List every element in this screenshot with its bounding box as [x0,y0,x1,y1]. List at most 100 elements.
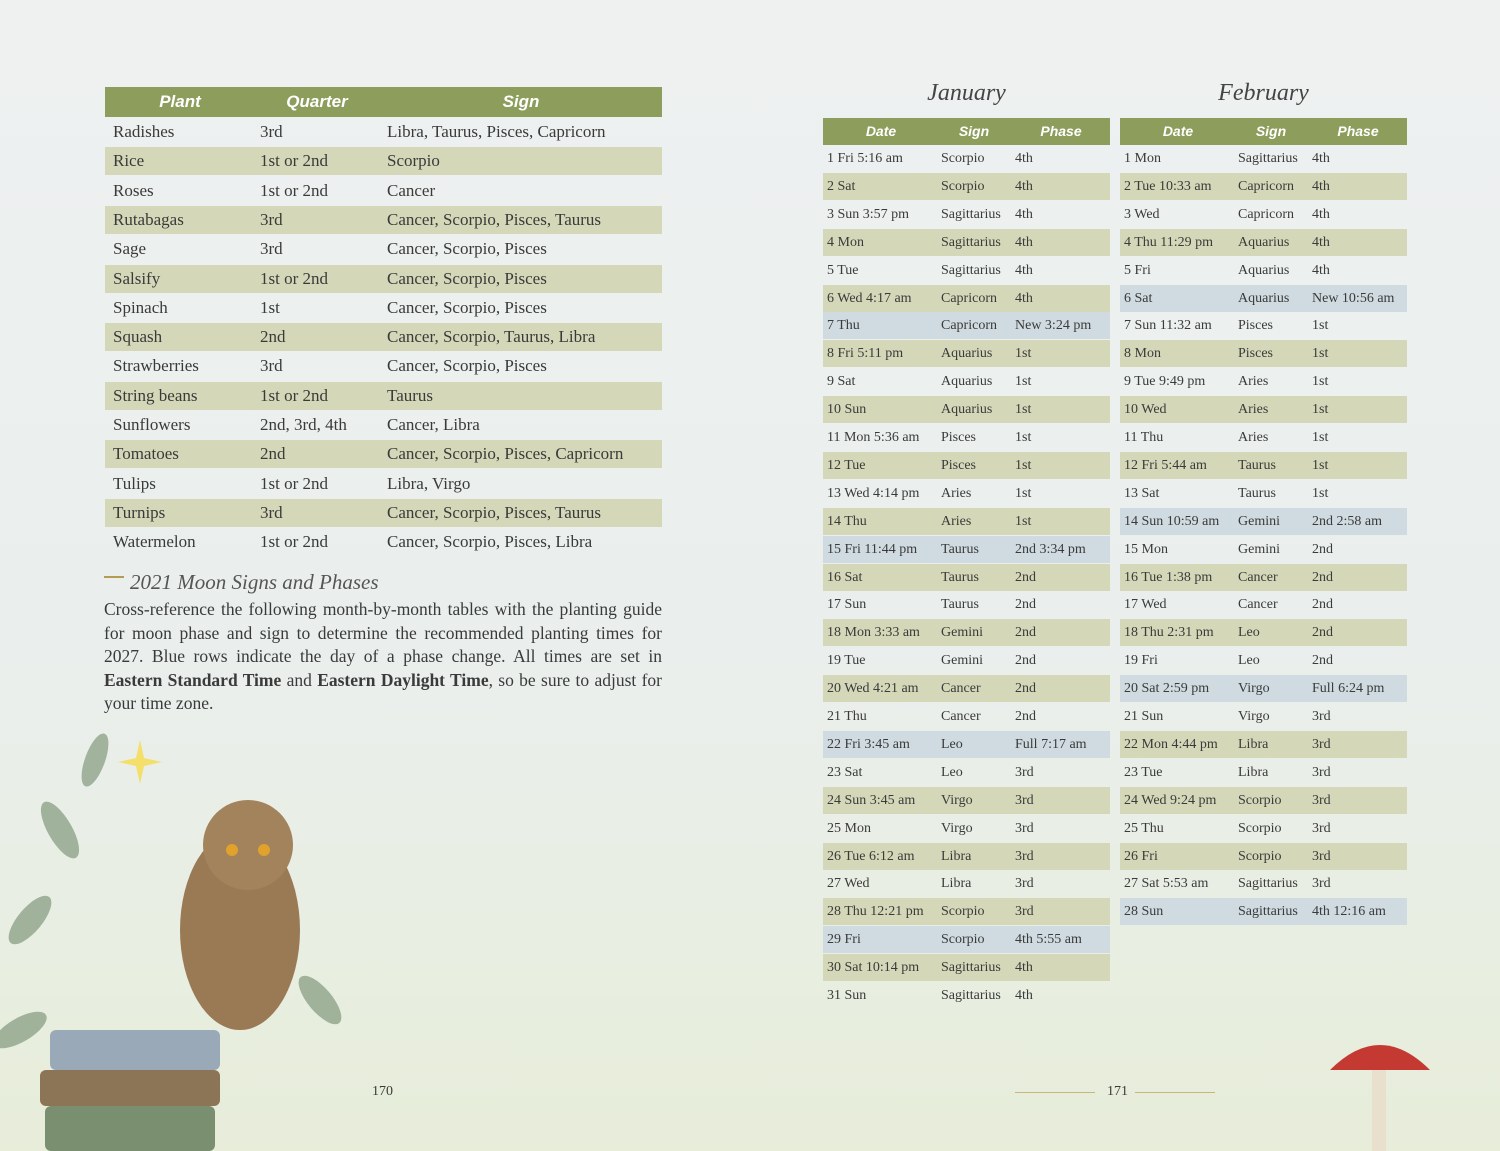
table-cell: 6 Wed 4:17 am [827,290,912,306]
table-cell: Scorpio [941,932,985,948]
table-cell: Sagittarius [1238,904,1298,920]
table-cell: Sagittarius [941,262,1001,278]
table-cell: Rutabagas [113,209,184,229]
table-row [105,498,662,527]
table-cell: 11 Thu [1124,430,1164,445]
table-cell: 18 Mon 3:33 am [827,625,920,641]
table-cell: 2 Sat [827,178,856,194]
table-cell: 2nd [1312,569,1333,585]
table-cell: 1st [260,297,280,317]
table-cell: 1st or 2nd [260,180,328,200]
paragraph-text: Eastern Daylight Time [317,669,489,690]
table-cell: 2nd [1312,597,1333,613]
table-cell: Taurus [941,597,979,613]
table-row [1120,228,1407,256]
table-cell: 16 Sat [827,569,863,585]
table-cell: 3rd [260,239,283,259]
table-row [823,312,1110,340]
table-cell: 15 Fri 11:44 pm [827,541,918,557]
table-cell: 1st [1312,430,1329,445]
table-cell: 4 Mon [827,234,864,250]
table-cell: Cancer, Scorpio, Pisces [387,268,547,288]
table-cell: 29 Fri [827,932,861,948]
table-cell: 3rd [1015,820,1034,836]
table-cell: Aries [1238,430,1269,445]
table-cell: Libra [1238,736,1269,752]
table-cell: 17 Sun [827,597,867,613]
table-cell: Libra, Taurus, Pisces, Capricorn [387,122,606,141]
table-cell: 1st [1312,402,1329,418]
table-cell: 1st [1015,513,1032,529]
table-cell: Gemini [1238,513,1280,529]
table-cell: 1 Fri 5:16 am [827,151,903,166]
table-cell: Sunflowers [113,415,191,434]
table-cell: Aries [941,485,972,501]
table-cell: Spinach [113,297,168,317]
table-cell: Cancer, Scorpio, Pisces [387,356,547,376]
table-header [1120,118,1407,145]
table-cell: 3rd [1015,764,1034,780]
table-cell: 20 Sat 2:59 pm [1124,681,1210,697]
page-number: 170 [372,1084,393,1099]
table-cell: Virgo [941,792,973,808]
table-cell: 3rd [1015,792,1034,808]
table-cell: Aquarius [941,346,993,362]
table-cell: 2nd [1015,653,1036,669]
table-cell: 4th [1015,960,1033,976]
table-cell: 2nd [1015,681,1036,697]
table-cell: 30 Sat 10:14 pm [827,960,920,976]
table-cell: New 10:56 am [1312,290,1395,306]
table-cell: 1st [1015,485,1032,501]
table-cell: 2nd [1015,569,1036,585]
table-cell: 4th 12:16 am [1312,904,1386,920]
table-cell: String beans [113,385,198,405]
table-cell: 3rd [1312,848,1331,864]
table-cell: Cancer, Scorpio, Pisces, Capricorn [387,444,624,464]
table-cell: Cancer, Scorpio, Pisces [387,239,547,259]
table-cell: Taurus [1238,485,1276,501]
table-cell: Salsify [113,268,161,288]
table-cell: 22 Fri 3:45 am [827,736,910,752]
table-cell: 22 Mon 4:44 pm [1124,736,1218,752]
table-cell: 13 Wed 4:14 pm [827,485,920,501]
table-cell: Scorpio [941,151,985,166]
table-cell: 4th [1015,151,1033,166]
table-cell: 1st [1312,485,1329,501]
table-cell: Virgo [941,820,973,836]
table-cell: Gemini [1238,541,1280,557]
table-cell: Pisces [941,430,976,445]
table-cell: Capricorn [1238,206,1294,222]
paragraph-text: Cross-reference the following month-by-m… [104,599,662,666]
column-header: Plant [159,92,201,111]
table-cell: 15 Mon [1124,541,1168,557]
table-row [823,451,1110,479]
table-cell: 3rd [1015,876,1034,892]
table-cell: 18 Thu 2:31 pm [1124,625,1214,641]
table-cell: Leo [941,764,963,780]
table-cell: 28 Sun [1124,904,1164,920]
paragraph-text: , so be sure to adjust for your time zon… [104,669,662,714]
table-cell: Pisces [1238,346,1273,362]
table-cell: 2nd [1312,653,1333,669]
table-cell: 10 Sun [827,402,867,418]
table-cell: Aquarius [941,374,993,390]
table-cell: Virgo [1238,681,1270,697]
table-cell: Aquarius [1238,262,1290,278]
table-cell: 2nd [1312,541,1333,557]
table-cell: 1st or 2nd [260,268,328,288]
table-cell: 10 Wed [1124,402,1167,418]
table-cell: 1st [1312,318,1329,334]
table-cell: 4th [1312,178,1330,194]
table-row [105,323,662,352]
table-cell: 1st [1312,457,1329,473]
table-cell: 5 Fri [1124,262,1151,278]
month-title: February [1218,80,1309,106]
column-header: Sign [958,123,990,139]
table-cell: 3rd [1015,904,1034,920]
table-cell: 25 Mon [827,820,871,836]
table-header [823,118,1110,145]
table-cell: Cancer, Scorpio, Taurus, Libra [387,327,596,347]
table-cell: Full 7:17 am [1015,736,1087,752]
table-cell: Cancer, Scorpio, Pisces, Taurus [387,209,602,229]
